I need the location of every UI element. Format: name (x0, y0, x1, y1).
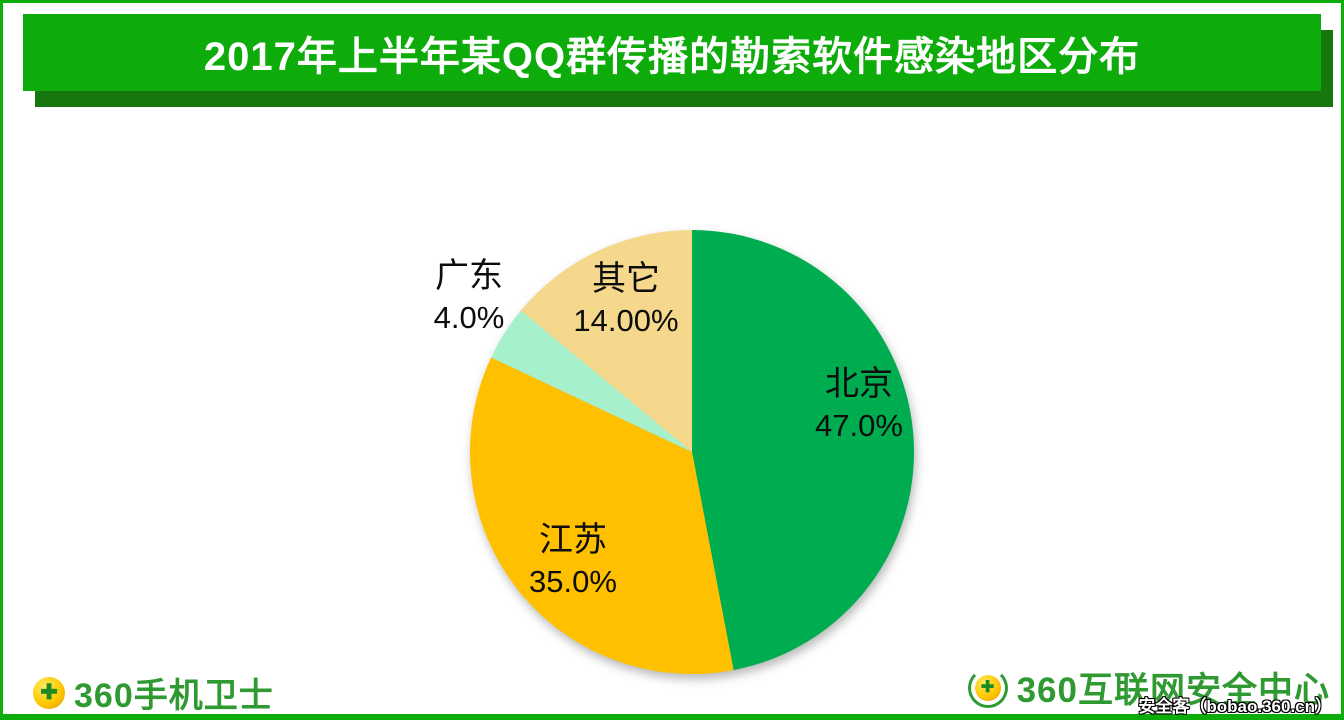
pie-label-other-name: 其它 (591, 259, 660, 299)
pie-label-jiangsu: 江苏 35.0% (529, 519, 617, 603)
footer-right-logo-text: 360互联网安全中心 (1016, 671, 1330, 710)
360-ball-icon: ✚ (974, 674, 1001, 701)
page-title: 2017年上半年某QQ群传播的勒索软件感染地区分布 (203, 34, 1141, 79)
laurel-wreath-icon: ✚ (967, 667, 1008, 708)
pie-label-guangdong-name: 广东 (434, 256, 503, 296)
pie-slice-1 (692, 230, 915, 671)
footer-right-logo: ✚ 360互联网安全中心 (967, 662, 1330, 713)
pie-label-other: 其它 14.00% (573, 258, 678, 342)
pie-chart-container (470, 229, 915, 675)
pie-slice-3 (491, 310, 692, 452)
pie-label-jiangsu-name: 江苏 (539, 520, 607, 560)
footer-left-logo-text: 360手机卫士 (74, 677, 274, 715)
pie-label-other-value: 14.00% (573, 303, 679, 338)
pie-label-jiangsu-value: 35.0% (529, 564, 617, 599)
pie-slice-2 (470, 357, 734, 675)
footer-left-logo: ✚ 360手机卫士 (33, 668, 274, 717)
cross-icon: ✚ (40, 681, 58, 704)
watermark-text: 安全客（bobao.360.cn） (1138, 697, 1332, 716)
pie-label-beijing: 北京 47.0% (815, 363, 903, 447)
cross-icon: ✚ (980, 678, 995, 696)
360-ball-icon: ✚ (33, 676, 65, 709)
pie-label-guangdong-value: 4.0% (433, 300, 505, 335)
pie-label-guangdong: 广东 4.0% (434, 255, 505, 339)
pie-label-beijing-name: 北京 (825, 364, 893, 404)
title-banner: 2017年上半年某QQ群传播的勒索软件感染地区分布 (23, 14, 1321, 91)
pie-slice-4 (520, 229, 692, 452)
pie-chart (470, 229, 915, 675)
pie-label-beijing-value: 47.0% (815, 408, 903, 443)
